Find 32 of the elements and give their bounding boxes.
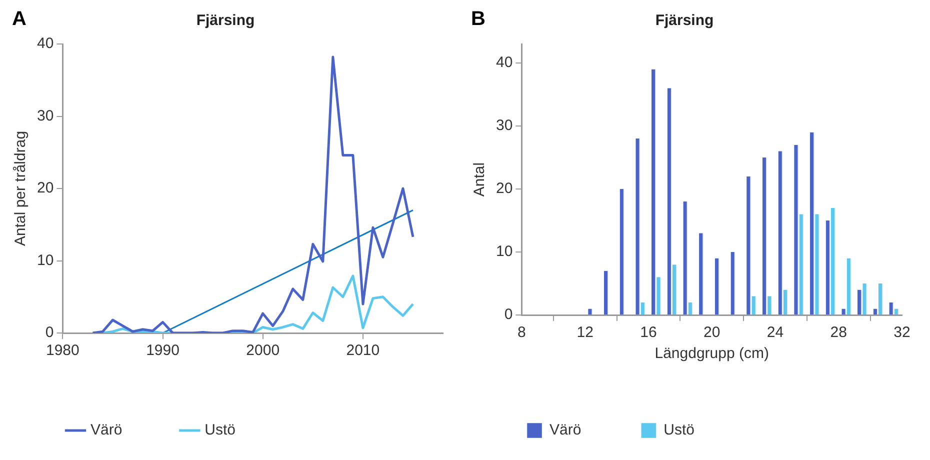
y-axis-title: Antal per tråldrag [12,130,30,246]
chart-title: Fjärsing [196,12,255,30]
x-tick-label: 12 [576,324,594,342]
legend-label: Värö [90,422,122,439]
y-tick-label: 10 [496,243,513,260]
y-tick-label: 0 [504,306,513,324]
y-tick-label: 40 [36,35,54,52]
chart-title: Fjärsing [655,12,714,30]
x-tick-label: 2000 [246,342,280,360]
x-tick-label: 1990 [146,342,180,360]
legend-label: Ustö [664,422,695,439]
y-axis-title: Antal [471,162,488,197]
y-tick-label: 10 [36,252,54,269]
x-tick-label: 2010 [346,342,380,360]
text: A [12,8,26,31]
y-tick-label: 40 [496,54,513,72]
y-tick-label: 30 [496,117,513,134]
y-tick-label: 20 [496,180,513,198]
y-tick-label: 20 [36,180,54,197]
x-axis-title: Längdgrupp (cm) [654,345,769,362]
x-tick-label: 20 [704,324,720,342]
x-tick-label: 24 [766,324,784,342]
legend-label: Värö [550,422,582,439]
x-tick-label: 8 [518,324,526,342]
text: B [471,8,486,31]
y-tick-label: 0 [45,324,54,342]
y-tick-label: 30 [36,107,54,124]
x-tick-label: 28 [830,324,847,342]
legend-label: Ustö [204,422,236,439]
x-tick-label: 1980 [46,342,80,360]
x-tick-label: 16 [640,324,657,342]
x-tick-label: 32 [894,324,910,342]
